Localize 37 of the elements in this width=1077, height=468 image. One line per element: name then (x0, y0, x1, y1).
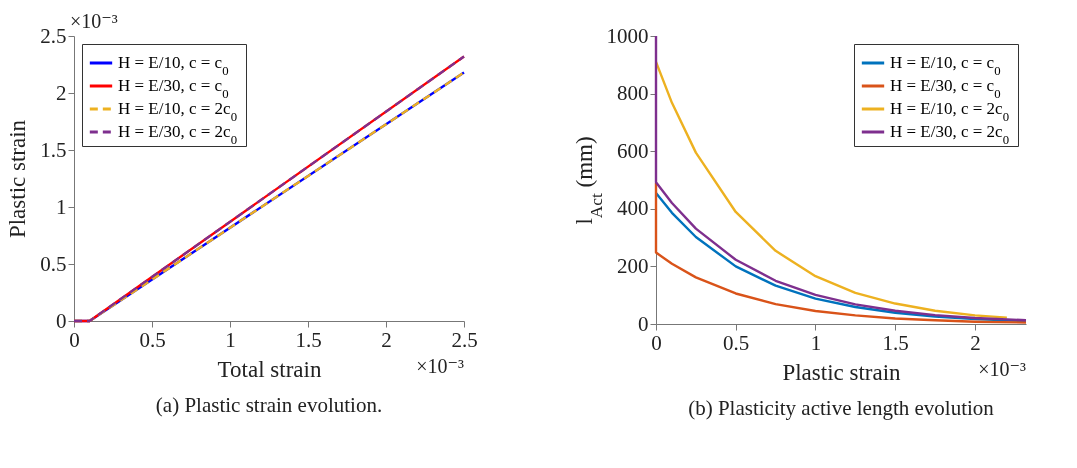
x-tick-label: 2 (970, 330, 981, 355)
y-axis-title: Plastic strain (5, 119, 31, 239)
text: (b) Plasticity active length evolution (688, 396, 995, 420)
y-tick-label: 0 (638, 311, 649, 336)
y-tick-label: 0.5 (40, 251, 67, 276)
x-tick-label: 1 (810, 330, 822, 355)
x-tick-label: 0.5 (139, 327, 166, 352)
legend-label: H = E/10, c = c$_{0}$ (890, 53, 1001, 78)
y-tick-label: 2 (56, 80, 67, 105)
y-tick-label: 2.5 (40, 23, 67, 48)
text: (a) Plastic strain evolution. (155, 393, 383, 417)
legend-label: H = E/30, c = c$_{0}$ (890, 76, 1001, 101)
x-tick-label: 2 (381, 327, 392, 352)
x-tick-label: 1 (225, 327, 236, 352)
x-axis-title: Plastic strain (782, 359, 902, 385)
x-axis-title: Total strain (217, 356, 322, 382)
x-tick-label: 1.5 (882, 330, 909, 355)
y-tick-label: 200 (617, 253, 649, 278)
text: ×10⁻³ (416, 355, 464, 377)
y-tick-label: 1000 (606, 23, 649, 48)
legend-label: H = E/30, c = 2c$_{0}$ (890, 122, 1010, 147)
y-tick-label: 800 (617, 81, 649, 106)
x-tick-label: 1.5 (295, 327, 322, 352)
y-tick-label: 0 (56, 308, 67, 333)
legend-label: H = E/30, c = 2c$_{0}$ (118, 122, 238, 147)
legend-label: H = E/10, c = 2c$_{0}$ (118, 99, 238, 124)
y-tick-label: 1 (56, 194, 67, 219)
y-tick-label: 600 (617, 138, 649, 163)
legend-label: H = E/30, c = c$_{0}$ (118, 76, 229, 101)
text: ×10⁻³ (70, 10, 118, 32)
x-tick-label: 2.5 (451, 327, 478, 352)
legend-label: H = E/10, c = 2c$_{0}$ (890, 99, 1010, 124)
y-tick-label: 400 (617, 196, 649, 221)
text: ×10⁻³ (978, 358, 1026, 380)
y-tick-label: 1.5 (40, 137, 67, 162)
x-tick-label: 0.5 (723, 330, 750, 355)
legend-label: H = E/10, c = c$_{0}$ (118, 53, 229, 78)
